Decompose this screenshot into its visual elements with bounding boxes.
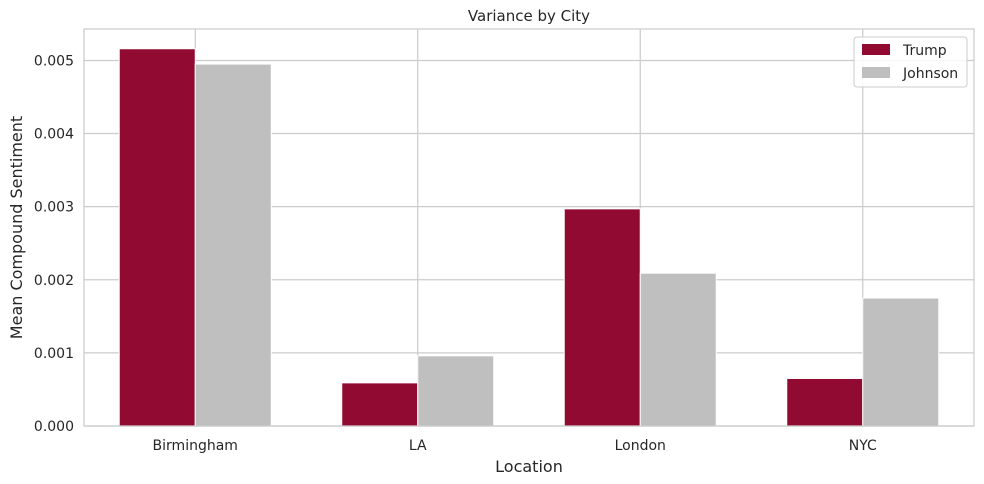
y-tick-label: 0.000 bbox=[34, 419, 74, 435]
chart-title: Variance by City bbox=[468, 7, 590, 25]
legend: Trump Johnson bbox=[853, 36, 968, 88]
x-ticks: Birmingham LA London NYC bbox=[153, 438, 877, 454]
x-tick-label: London bbox=[615, 438, 666, 454]
x-axis-title: Location bbox=[495, 457, 563, 476]
bar-johnson-birmingham bbox=[194, 63, 272, 427]
bar-johnson-la bbox=[417, 355, 495, 427]
y-tick-label: 0.002 bbox=[34, 273, 74, 289]
y-axis-title: Mean Compound Sentiment bbox=[7, 116, 26, 339]
x-tick-label: LA bbox=[409, 438, 427, 454]
y-tick-label: 0.004 bbox=[34, 127, 74, 143]
legend-swatch-trump bbox=[862, 44, 890, 55]
plot-frame bbox=[83, 28, 975, 427]
y-ticks: 0.000 0.001 0.002 0.003 0.004 0.005 bbox=[34, 53, 74, 435]
bar-johnson-nyc bbox=[862, 297, 940, 427]
bars bbox=[118, 48, 940, 427]
x-tick-label: Birmingham bbox=[153, 438, 238, 454]
bar-trump-la bbox=[341, 382, 419, 427]
legend-label-johnson: Johnson bbox=[902, 66, 958, 82]
y-tick-label: 0.003 bbox=[34, 200, 74, 216]
bar-trump-nyc bbox=[786, 377, 864, 427]
bar-johnson-london bbox=[639, 272, 717, 427]
legend-label-trump: Trump bbox=[902, 43, 947, 59]
y-tick-label: 0.005 bbox=[34, 53, 74, 69]
bar-trump-birmingham bbox=[118, 48, 196, 427]
bar-trump-london bbox=[563, 208, 641, 427]
legend-swatch-johnson bbox=[862, 67, 890, 78]
y-tick-label: 0.001 bbox=[34, 346, 74, 362]
x-tick-label: NYC bbox=[849, 438, 877, 454]
